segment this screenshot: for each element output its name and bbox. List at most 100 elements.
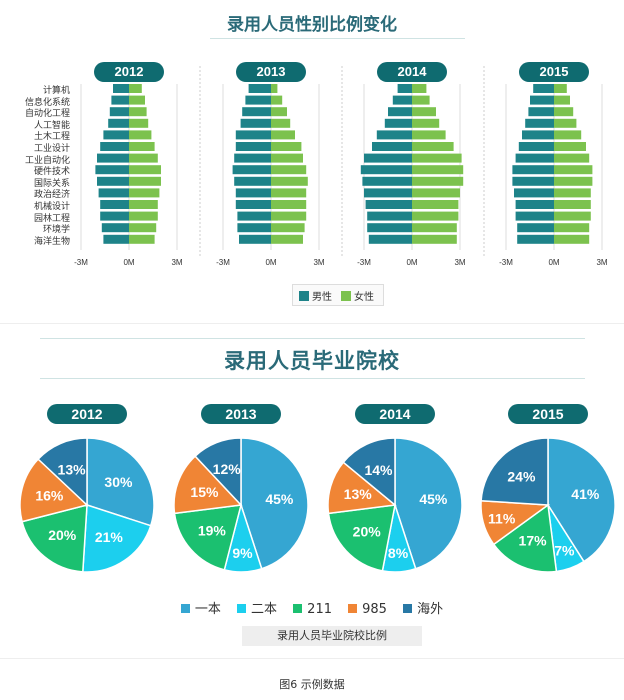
pie-slice-label: 21% xyxy=(95,529,124,545)
male-bar xyxy=(103,234,129,244)
x-tick-label: 3M xyxy=(454,258,466,267)
category-label: 园林工程 xyxy=(33,213,70,224)
male-bar xyxy=(388,107,412,117)
pie-slice xyxy=(21,504,88,573)
x-tick-label: 3M xyxy=(596,258,608,267)
pie-slice xyxy=(173,504,243,571)
school-legend: 一本 二本 211 985 海外 xyxy=(0,598,624,617)
male-bar xyxy=(517,234,554,244)
female-bar xyxy=(129,234,155,244)
category-label: 机械设计 xyxy=(33,202,70,212)
legend-female: 女性 xyxy=(341,288,374,303)
female-bar xyxy=(271,130,295,140)
x-tick-label: 3M xyxy=(313,258,325,267)
female-bar xyxy=(271,118,291,128)
female-bar xyxy=(412,165,464,175)
male-bar xyxy=(512,176,554,186)
footer-divider xyxy=(0,658,624,659)
male-bar xyxy=(232,165,271,175)
pie-slice xyxy=(37,437,88,507)
male-bar xyxy=(235,142,271,151)
male-bar xyxy=(515,200,554,209)
legend-985: 985 xyxy=(348,602,387,617)
male-bar xyxy=(95,165,129,175)
male-bar xyxy=(512,165,554,175)
pie-slice-label: 45% xyxy=(265,491,294,507)
male-bar xyxy=(98,188,129,198)
category-label: 计算机 xyxy=(42,86,70,96)
female-bar xyxy=(554,84,567,93)
female-bar xyxy=(271,176,308,186)
male-bar xyxy=(533,84,554,93)
female-bar xyxy=(129,84,142,93)
male-bar xyxy=(111,95,129,105)
title-rule-top xyxy=(210,38,465,39)
female-bar xyxy=(554,153,590,163)
pie-year-badge: 2014 xyxy=(355,404,435,424)
pie-slice-label: 13% xyxy=(344,486,373,502)
male-bar xyxy=(522,130,554,140)
pie-slice-label: 45% xyxy=(419,491,448,507)
category-label: 海洋生物 xyxy=(33,236,70,247)
pie-slice-label: 12% xyxy=(213,461,242,477)
female-bar xyxy=(412,95,430,105)
pie-slice xyxy=(194,437,242,507)
male-bar xyxy=(237,211,271,221)
legend-haiwai: 海外 xyxy=(403,598,443,617)
male-swatch xyxy=(299,291,309,301)
female-bar xyxy=(129,165,161,175)
category-label: 人工智能 xyxy=(33,120,70,131)
bar-year-badge: 2014 xyxy=(377,62,447,82)
male-bar xyxy=(525,118,554,128)
male-bar xyxy=(384,118,412,128)
female-bar xyxy=(271,153,303,163)
pie-slice xyxy=(492,503,558,573)
female-bar xyxy=(412,153,462,163)
female-bar xyxy=(412,130,446,140)
x-tick-label: -3M xyxy=(216,258,230,267)
school-legend-caption: 录用人员毕业院校比例 xyxy=(242,626,422,646)
female-bar xyxy=(271,223,305,233)
female-bar xyxy=(554,95,570,105)
x-tick-label: 0M xyxy=(406,258,418,267)
female-bar xyxy=(271,142,302,151)
female-bar xyxy=(271,211,307,221)
male-bar xyxy=(101,223,129,233)
male-bar xyxy=(234,176,271,186)
pie-slice-label: 11% xyxy=(488,510,516,526)
legend-yiben: 一本 xyxy=(180,598,221,617)
male-bar xyxy=(364,188,412,198)
category-label: 信息化系统 xyxy=(24,97,70,108)
male-bar xyxy=(360,165,412,175)
female-bar xyxy=(412,107,436,117)
x-tick-label: -3M xyxy=(357,258,371,267)
male-bar xyxy=(530,95,554,105)
pie-year-badge: 2015 xyxy=(508,404,588,424)
pie-slice-label: 8% xyxy=(388,545,409,561)
pie-slice xyxy=(342,437,396,507)
pie-slice-label: 20% xyxy=(48,527,77,543)
male-bar xyxy=(364,153,412,163)
x-tick-label: 0M xyxy=(265,258,277,267)
bar-year-badge: 2015 xyxy=(519,62,589,82)
haiwai-swatch xyxy=(403,604,413,613)
legend-211: 211 xyxy=(293,602,332,617)
pie-slice xyxy=(19,458,89,523)
male-bar xyxy=(365,200,412,209)
figure-caption: 图6 示例数据 xyxy=(279,678,345,691)
female-bar xyxy=(554,223,590,233)
pie-slice-label: 19% xyxy=(198,523,227,539)
female-bar xyxy=(412,188,460,198)
female-bar xyxy=(129,176,161,186)
male-bar xyxy=(528,107,554,117)
male-bar xyxy=(242,107,271,117)
male-bar xyxy=(245,95,271,105)
x-tick-label: 0M xyxy=(123,258,135,267)
pie-slice-label: 16% xyxy=(35,487,64,503)
x-tick-label: 3M xyxy=(171,258,183,267)
male-bar xyxy=(392,95,412,105)
pie-slice xyxy=(81,503,152,573)
female-bar xyxy=(554,165,593,175)
male-bar xyxy=(368,234,412,244)
